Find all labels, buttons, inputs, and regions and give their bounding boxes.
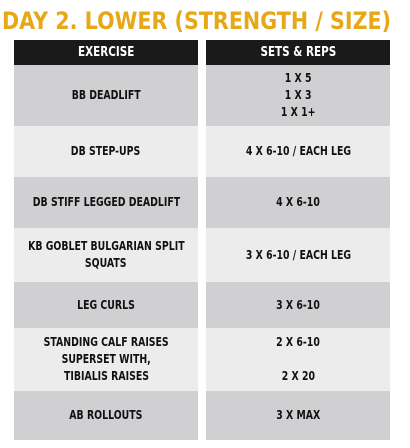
table-row-exercise: DB STEP-UPS	[14, 126, 198, 177]
exercise-name: LEG CURLS	[77, 297, 135, 312]
exercise-name: DB STEP-UPS	[71, 144, 141, 158]
exercise-name: SUPERSET WITH,	[61, 352, 151, 366]
table-row-exercise: STANDING CALF RAISES SUPERSET WITH, TIBI…	[14, 328, 198, 391]
table-row-exercise: LEG CURLS	[14, 282, 198, 328]
sets-reps-header: SETS & REPS	[206, 40, 390, 65]
table-row-sets: 4 X 6-10	[206, 177, 390, 228]
sets-value: 4 X 6-10	[276, 195, 320, 209]
sets-reps-header-label: SETS & REPS	[260, 45, 336, 60]
exercise-name: SQUATS	[85, 256, 127, 270]
exercise-name: BB DEADLIFT	[71, 88, 141, 102]
exercise-header: EXERCISE	[14, 40, 198, 65]
table-row-sets: 3 X 6-10	[206, 282, 390, 328]
exercise-name: KB GOBLET BULGARIAN SPLIT	[27, 239, 185, 253]
exercise-header-label: EXERCISE	[77, 45, 135, 60]
sets-value: 1 X 3	[284, 88, 312, 102]
table-row-sets: 4 X 6-10 / EACH LEG	[206, 126, 390, 177]
table-row-sets: 3 X 6-10 / EACH LEG	[206, 228, 390, 282]
sets-value: 3 X 6-10	[276, 297, 320, 312]
exercise-name: AB ROLLOUTS	[69, 408, 143, 422]
sets-value: 3 X 6-10 / EACH LEG	[245, 247, 351, 262]
table-row-exercise: AB ROLLOUTS	[14, 391, 198, 440]
table-row-exercise: KB GOBLET BULGARIAN SPLIT SQUATS	[14, 228, 198, 282]
exercise-name: DB STIFF LEGGED DEADLIFT	[32, 195, 180, 209]
sets-value: 2 X 20	[281, 369, 315, 383]
sets-value: 3 X MAX	[275, 408, 321, 422]
exercise-name: STANDING CALF RAISES	[43, 335, 169, 349]
table-row-sets: 1 X 5 1 X 3 1 X 1+	[206, 65, 390, 126]
sets-value: 2 X 6-10	[276, 335, 320, 349]
sets-value: 4 X 6-10 / EACH LEG	[245, 144, 351, 158]
sets-value: 1 X 5	[284, 71, 312, 85]
table-row-sets: 2 X 6-10 2 X 20	[206, 328, 390, 391]
table-row-exercise: BB DEADLIFT	[14, 65, 198, 126]
table-row-exercise: DB STIFF LEGGED DEADLIFT	[14, 177, 198, 228]
sets-value: 1 X 1+	[280, 105, 316, 119]
page-title: DAY 2. LOWER (STRENGTH / SIZE)	[2, 7, 392, 35]
exercise-name: TIBIALIS RAISES	[63, 369, 149, 383]
table-row-sets: 3 X MAX	[206, 391, 390, 440]
